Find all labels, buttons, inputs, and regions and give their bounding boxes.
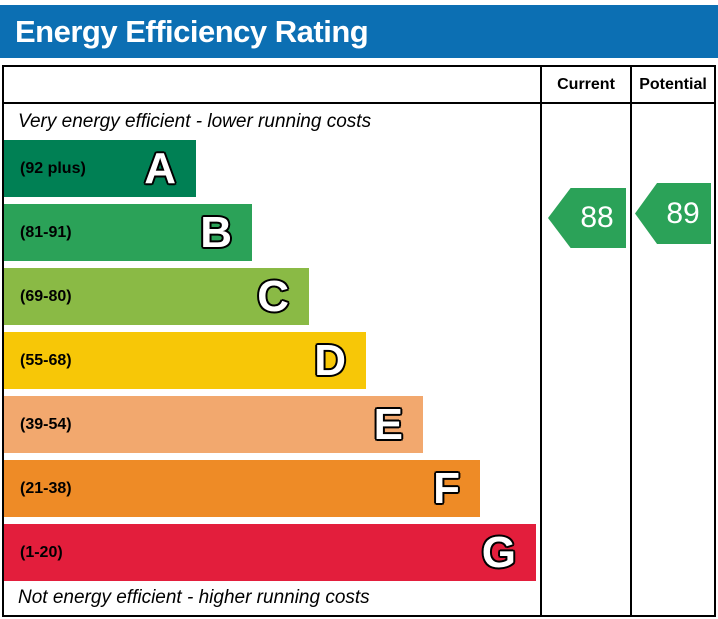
band-letter: D <box>314 335 346 385</box>
band-letter: B <box>200 207 232 257</box>
epc-band-row: (92 plus) A <box>4 140 196 197</box>
epc-band-row: (21-38) F <box>4 460 480 517</box>
band-range-label: (92 plus) <box>20 159 86 177</box>
column-divider-current <box>540 67 542 615</box>
epc-band-row: (55-68) D <box>4 332 366 389</box>
header-divider <box>4 102 714 104</box>
epc-bands: (92 plus) A (81-91) B (69-80) C (55-68) … <box>4 140 536 588</box>
potential-rating-arrow: 89 <box>635 183 711 244</box>
band-letter: F <box>433 463 460 513</box>
bottom-note: Not energy efficient - higher running co… <box>18 587 370 608</box>
epc-band-row: (39-54) E <box>4 396 423 453</box>
epc-table: Current Potential Very energy efficient … <box>2 65 716 617</box>
epc-band-row: (81-91) B <box>4 204 252 261</box>
potential-rating-value: 89 <box>666 196 700 230</box>
epc-band-row: (1-20) G <box>4 524 536 581</box>
epc-band-row: (69-80) C <box>4 268 309 325</box>
band-letter: A <box>144 143 176 193</box>
band-range-label: (39-54) <box>20 415 72 433</box>
current-rating-value: 88 <box>580 201 614 234</box>
band-range-label: (81-91) <box>20 223 72 241</box>
band-range-label: (55-68) <box>20 351 72 369</box>
top-note: Very energy efficient - lower running co… <box>18 111 372 132</box>
current-rating-arrow: 88 <box>548 188 626 248</box>
band-range-label: (21-38) <box>20 479 72 497</box>
page-title: Energy Efficiency Rating <box>15 13 369 49</box>
band-range-label: (69-80) <box>20 287 72 305</box>
column-header-current: Current <box>557 76 615 93</box>
band-letter: C <box>257 271 289 321</box>
band-range-label: (1-20) <box>20 543 63 561</box>
band-letter: E <box>373 399 403 449</box>
band-letter: G <box>481 527 516 577</box>
title-bar: Energy Efficiency Rating <box>0 5 718 58</box>
column-divider-potential <box>630 67 632 615</box>
column-header-potential: Potential <box>639 76 707 93</box>
